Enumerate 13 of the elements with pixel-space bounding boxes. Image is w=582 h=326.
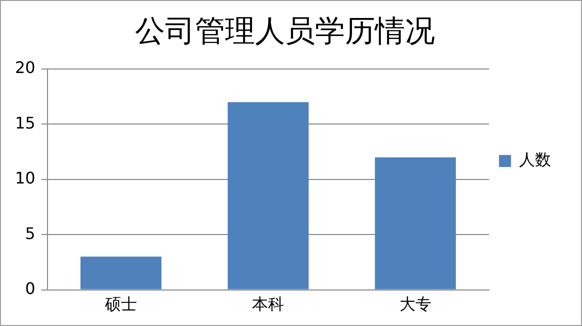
bar	[374, 157, 456, 290]
bar	[80, 256, 162, 290]
legend-label: 人数	[519, 150, 551, 170]
y-tick-label: 20	[15, 58, 36, 78]
chart-title: 公司管理人员学历情况	[135, 14, 435, 49]
y-tick-label: 5	[25, 224, 36, 243]
x-tick-label: 本科	[252, 294, 284, 314]
y-tick-label: 10	[15, 168, 36, 188]
bar	[228, 102, 309, 290]
y-tick-label: 0	[25, 278, 36, 298]
x-tick-label: 大专	[399, 294, 432, 314]
y-tick-label: 15	[15, 113, 36, 132]
x-tick-label: 硕士	[104, 294, 137, 314]
